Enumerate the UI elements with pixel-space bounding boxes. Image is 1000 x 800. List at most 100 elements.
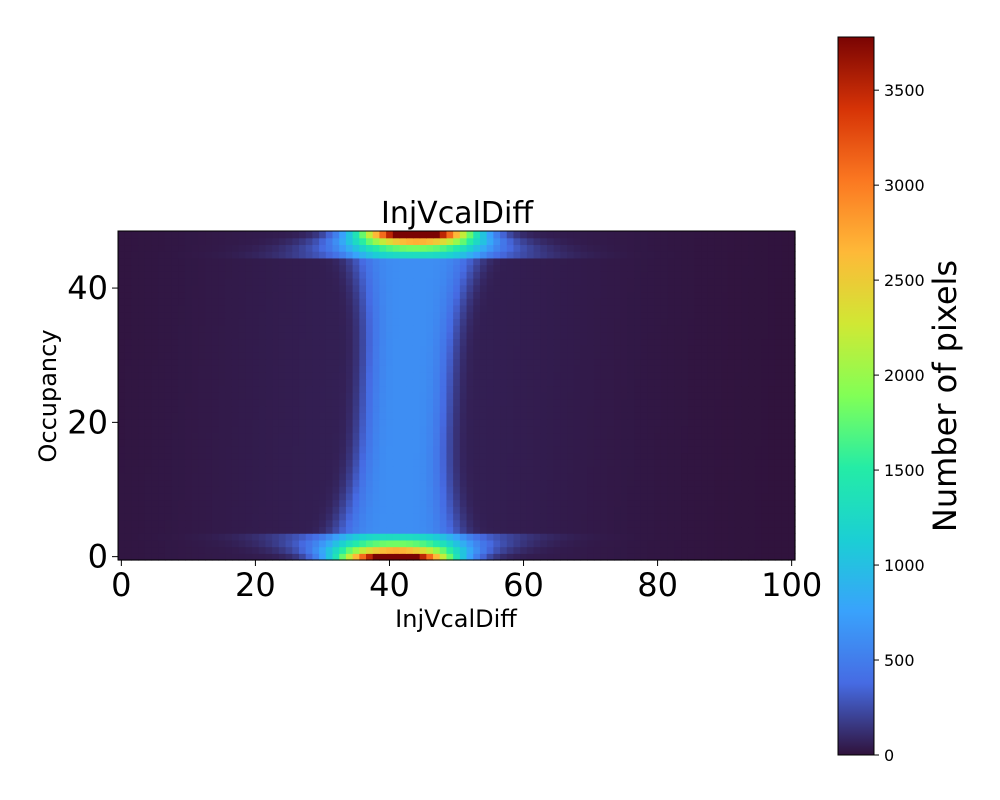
heatmap-cell (627, 419, 635, 427)
heatmap-cell (258, 432, 267, 440)
heatmap-cell (654, 304, 662, 313)
heatmap-cell (379, 533, 387, 541)
heatmap-cell (392, 372, 401, 380)
heatmap-cell (567, 466, 575, 474)
heatmap-cell (124, 271, 132, 279)
heatmap-cell (580, 553, 588, 561)
heatmap-cell (681, 425, 689, 434)
heatmap-cell (198, 398, 206, 407)
heatmap-cell (332, 466, 340, 474)
heatmap-cell (533, 526, 541, 534)
heatmap-cell (205, 479, 213, 487)
heatmap-cell (560, 318, 568, 326)
heatmap-cell (788, 432, 796, 440)
heatmap-cell (265, 392, 273, 400)
heatmap-cell (319, 452, 327, 460)
heatmap-cell (412, 345, 421, 353)
heatmap-cell (459, 345, 468, 353)
heatmap-cell (366, 419, 374, 427)
heatmap-cell (426, 304, 434, 313)
heatmap-cell (580, 311, 588, 319)
heatmap-cell (285, 237, 293, 246)
heatmap-cell (500, 385, 508, 393)
heatmap-cell (178, 351, 186, 360)
heatmap-cell (359, 385, 367, 393)
heatmap-cell (345, 237, 354, 246)
heatmap-cell (486, 412, 494, 420)
heatmap-cell (493, 351, 501, 360)
heatmap-cell (553, 425, 561, 434)
heatmap-cell (245, 412, 253, 420)
heatmap-cell (567, 378, 575, 387)
heatmap-cell (345, 499, 354, 507)
heatmap-cell (198, 278, 206, 286)
heatmap-cell (707, 257, 716, 266)
heatmap-cell (727, 492, 736, 501)
heatmap-cell (151, 351, 159, 360)
heatmap-cell (164, 251, 173, 259)
heatmap-cell (567, 412, 575, 420)
heatmap-cell (781, 271, 789, 279)
heatmap-cell (426, 271, 434, 279)
heatmap-cell (185, 298, 193, 306)
heatmap-cell (332, 331, 340, 340)
heatmap-cell (533, 231, 541, 239)
heatmap-cell (674, 378, 682, 387)
heatmap-cell (272, 338, 280, 346)
heatmap-cell (238, 412, 246, 420)
heatmap-cell (118, 466, 126, 474)
heatmap-cell (258, 365, 267, 373)
heatmap-cell (185, 452, 193, 460)
heatmap-cell (768, 439, 776, 447)
heatmap-cell (546, 506, 555, 514)
heatmap-cell (218, 298, 226, 306)
heatmap-cell (138, 445, 146, 454)
heatmap-cell (386, 439, 394, 447)
heatmap-cell (573, 452, 582, 460)
heatmap-cell (640, 412, 649, 420)
heatmap-cell (473, 345, 481, 353)
heatmap-cell (332, 452, 340, 460)
heatmap-cell (734, 479, 742, 487)
heatmap-cell (231, 304, 240, 313)
heatmap-cell (164, 231, 173, 239)
heatmap-cell (647, 257, 655, 266)
heatmap-cell (118, 412, 126, 420)
heatmap-cell (453, 452, 461, 460)
heatmap-cell (419, 338, 427, 346)
heatmap-cell (305, 445, 313, 454)
heatmap-cell (593, 492, 602, 501)
heatmap-cell (439, 392, 448, 400)
heatmap-cell (386, 405, 394, 413)
heatmap-cell (459, 284, 468, 293)
heatmap-cell (640, 244, 649, 252)
heatmap-cell (754, 459, 763, 467)
heatmap-cell (151, 479, 159, 487)
heatmap-cell (419, 378, 427, 387)
heatmap-cell (238, 533, 246, 541)
heatmap-cell (754, 378, 763, 387)
heatmap-cell (681, 486, 689, 494)
heatmap-cell (620, 291, 629, 299)
heatmap-cell (312, 412, 320, 420)
heatmap-cell (654, 345, 662, 353)
heatmap-cell (681, 459, 689, 467)
heatmap-cell (325, 405, 334, 413)
heatmap-cell (231, 445, 240, 454)
heatmap-cell (687, 318, 696, 326)
heatmap-cell (319, 351, 327, 360)
heatmap-cell (781, 338, 789, 346)
heatmap-cell (446, 378, 454, 387)
heatmap-cell (761, 244, 769, 252)
heatmap-cell (339, 251, 347, 259)
heatmap-cell (721, 499, 729, 507)
heatmap-cell (412, 452, 421, 460)
heatmap-cell (359, 251, 367, 259)
heatmap-cell (748, 526, 756, 534)
heatmap-cell (406, 251, 414, 259)
heatmap-cell (573, 419, 582, 427)
heatmap-cell (721, 298, 729, 306)
heatmap-cell (178, 325, 186, 333)
heatmap-cell (225, 533, 233, 541)
heatmap-cell (614, 271, 622, 279)
